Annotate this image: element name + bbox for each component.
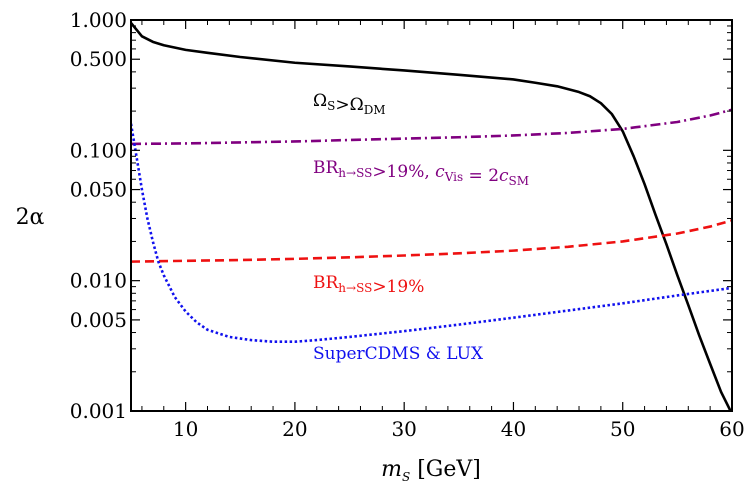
x-tick-label: 40 (501, 417, 526, 441)
y-tick-label: 0.050 (70, 178, 127, 202)
series-line-4 (131, 123, 732, 344)
y-tick-label: 0.001 (70, 399, 127, 423)
x-axis-symbol: m (381, 457, 402, 482)
series-label-2: BRh→SS>19%, cVis = 2cSM (313, 158, 529, 188)
x-axis-title: mS [GeV] (381, 457, 481, 483)
y-tick-label: 1.000 (70, 8, 127, 32)
series-line-1 (131, 22, 732, 411)
x-tick-label: 10 (173, 417, 198, 441)
series-label-3: BRh→SS>19% (313, 273, 424, 297)
series-labels: ΩS>ΩDM BRh→SS>19%, cVis = 2cSM BRh→SS>19% S… (313, 91, 529, 364)
series-line-2 (131, 108, 732, 146)
x-tick-label: 20 (282, 417, 307, 441)
y-axis-title: 2α (16, 205, 45, 230)
x-tick-label: 50 (610, 417, 635, 441)
x-axis-unit: [GeV] (410, 457, 481, 482)
y-tick-label: 0.010 (70, 269, 127, 293)
x-tick-label: 60 (719, 417, 744, 441)
plot-frame (130, 19, 733, 412)
x-axis-subscript: S (402, 470, 410, 483)
y-tick-label: 0.500 (70, 47, 127, 71)
series-label-1: ΩS>ΩDM (313, 91, 386, 117)
series-layer (131, 22, 732, 411)
y-tick-label: 0.005 (70, 308, 127, 332)
y-tick-label: 0.100 (70, 138, 127, 162)
axis-ticks: 10 20 30 40 50 60 0.001 0.005 0.010 0.050 0.100 0.5… (70, 8, 745, 441)
series-label-4: SuperCDMS & LUX (313, 344, 484, 364)
x-tick-label: 30 (391, 417, 416, 441)
series-line-3 (131, 219, 732, 263)
